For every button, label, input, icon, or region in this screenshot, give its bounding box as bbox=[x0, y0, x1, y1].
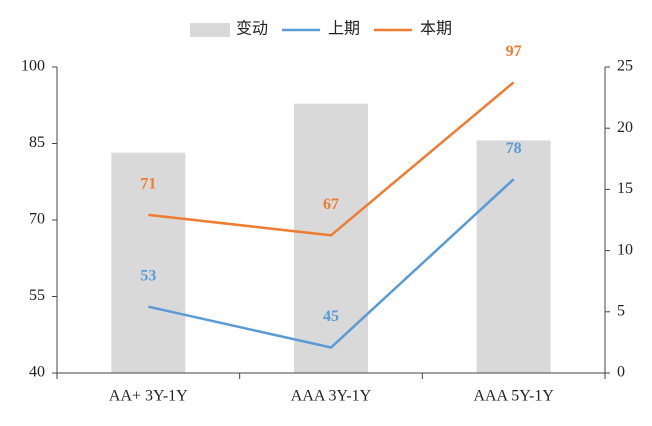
bar bbox=[294, 103, 368, 373]
x-tick-label: AAA 3Y-1Y bbox=[291, 388, 372, 405]
y2-tick-label: 5 bbox=[617, 302, 625, 319]
data-label: 53 bbox=[140, 267, 156, 284]
y-tick-label: 55 bbox=[29, 287, 45, 304]
y-tick-label: 85 bbox=[29, 134, 45, 151]
legend-label: 变动 bbox=[236, 20, 268, 38]
data-label: 97 bbox=[506, 43, 522, 60]
y2-tick-label: 0 bbox=[617, 364, 625, 381]
legend-label: 上期 bbox=[328, 20, 360, 38]
data-label: 45 bbox=[323, 308, 339, 325]
y2-tick-label: 20 bbox=[617, 119, 633, 136]
y-tick-label: 100 bbox=[21, 58, 45, 75]
legend-label: 本期 bbox=[420, 20, 452, 38]
line bbox=[148, 178, 515, 349]
data-label: 67 bbox=[323, 196, 339, 213]
y2-tick-label: 15 bbox=[617, 180, 633, 197]
x-tick-label: AAA 5Y-1Y bbox=[473, 388, 554, 405]
data-label: 78 bbox=[506, 140, 522, 157]
y-tick-label: 70 bbox=[29, 211, 45, 228]
bar bbox=[476, 140, 551, 373]
y-tick-label: 40 bbox=[29, 364, 45, 381]
y2-tick-label: 25 bbox=[617, 58, 633, 75]
bar bbox=[111, 152, 186, 373]
line bbox=[148, 81, 515, 237]
legend-swatch bbox=[190, 23, 230, 37]
x-tick-label: AA+ 3Y-1Y bbox=[109, 388, 188, 405]
data-label: 71 bbox=[140, 176, 156, 193]
y2-tick-label: 10 bbox=[617, 241, 633, 258]
